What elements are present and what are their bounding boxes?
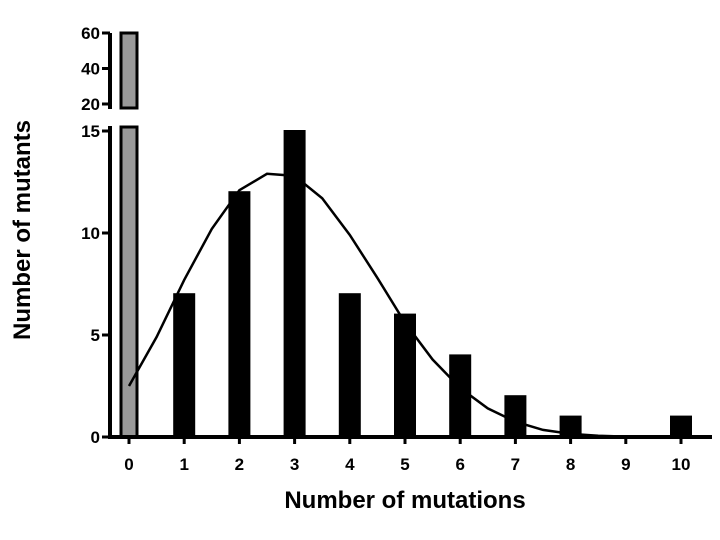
- x-tick-label-1: 1: [179, 455, 188, 474]
- bar-2: [228, 191, 251, 438]
- y-tick-label-60: 60: [81, 24, 100, 43]
- x-tick-label-5: 5: [400, 455, 409, 474]
- y-tick-label-20: 20: [81, 95, 100, 114]
- x-tick-label-10: 10: [672, 455, 691, 474]
- bar-7: [504, 395, 527, 439]
- x-axis-title: Number of mutations: [284, 487, 525, 514]
- bar-10: [670, 415, 692, 439]
- y-tick-label-15: 15: [81, 122, 100, 141]
- bar-0-upper: [119, 31, 139, 110]
- bars: [119, 31, 692, 439]
- x-tick-label-6: 6: [455, 455, 464, 474]
- x-tick-label-2: 2: [235, 455, 244, 474]
- y-tick-label-40: 40: [81, 60, 100, 79]
- tick-labels: 0 5 10 15 20 40 60 0 1 2 3 4 5 6 7 8 9 10: [81, 24, 690, 474]
- x-tick-label-7: 7: [511, 455, 520, 474]
- x-tick-label-3: 3: [290, 455, 299, 474]
- bar-6: [449, 354, 472, 438]
- y-tick-label-10: 10: [81, 224, 100, 243]
- y-tick-label-5: 5: [91, 326, 100, 345]
- x-tick-label-9: 9: [621, 455, 630, 474]
- bar-1: [173, 293, 196, 439]
- x-tick-label-4: 4: [345, 455, 355, 474]
- y-tick-label-0: 0: [91, 428, 100, 447]
- y-axis-title: Number of mutants: [9, 120, 36, 340]
- x-tick-label-0: 0: [124, 455, 133, 474]
- axes: [102, 31, 712, 444]
- bar-0-lower: [119, 125, 139, 439]
- bar-4: [338, 293, 361, 439]
- x-tick-label-8: 8: [566, 455, 575, 474]
